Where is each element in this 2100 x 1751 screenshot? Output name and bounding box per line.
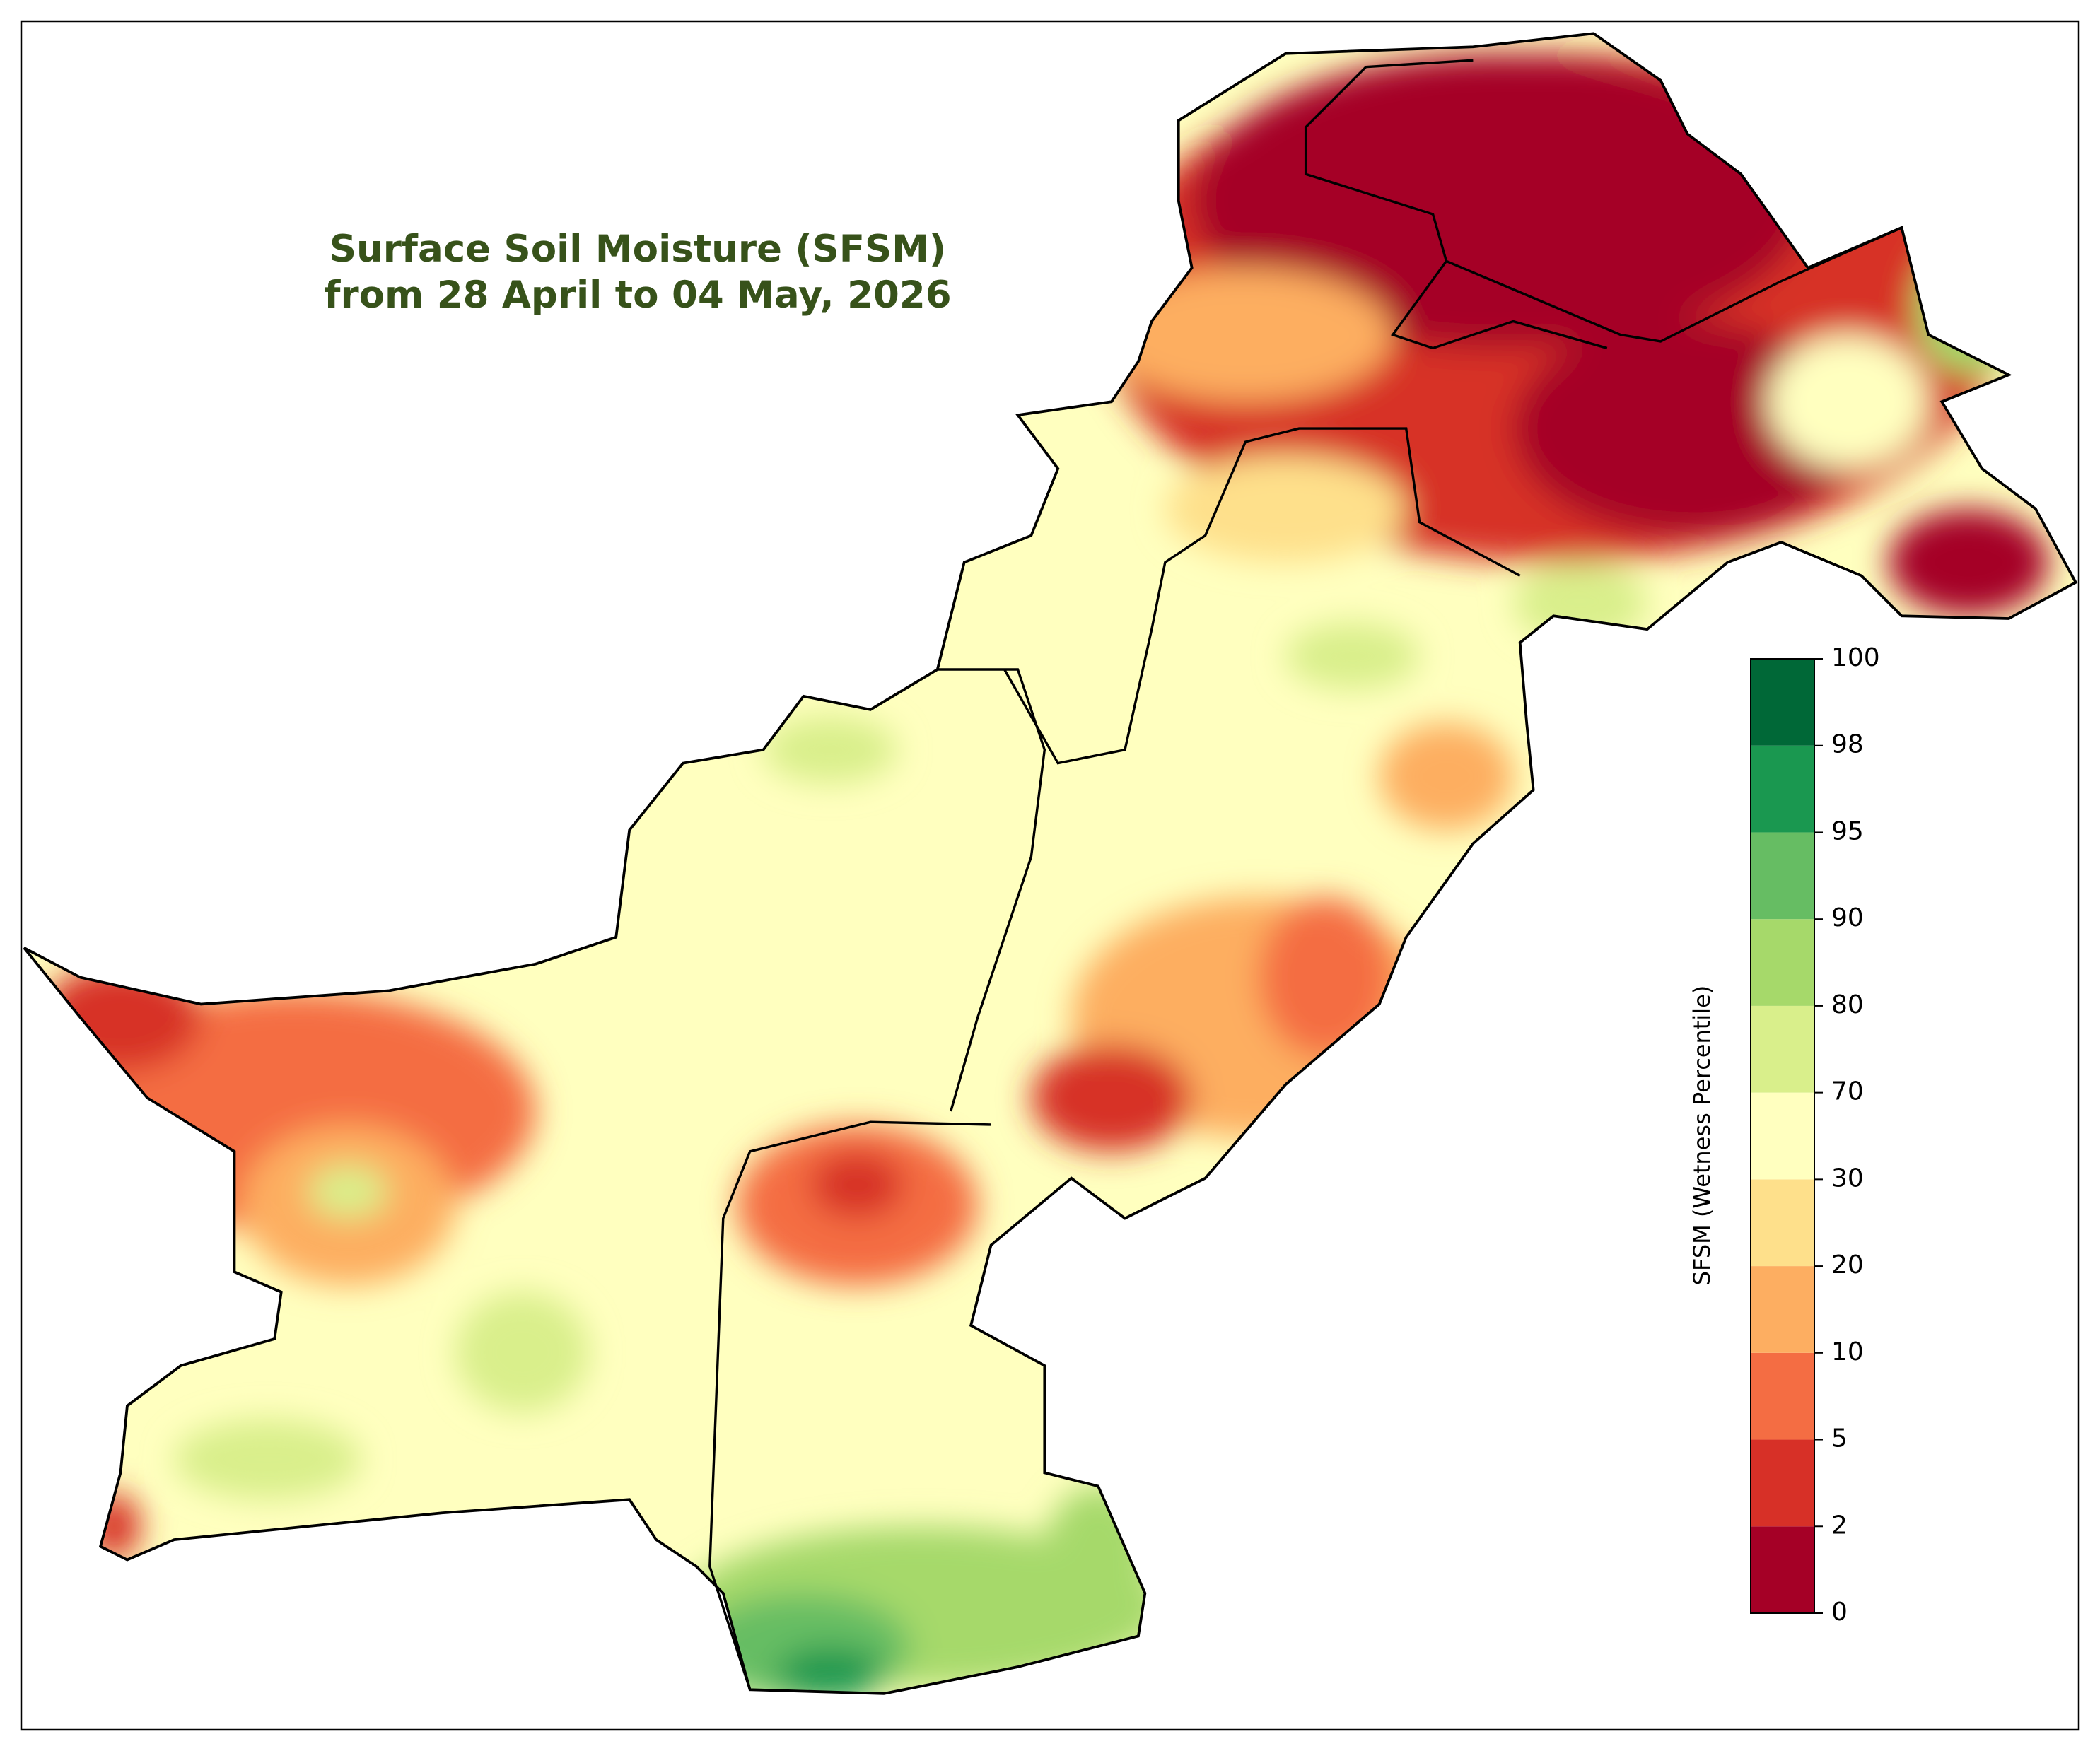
colorbar-segment [1751,1179,1814,1267]
colorbar-segment [1751,832,1814,920]
colorbar-tick-label: 80 [1831,990,1864,1019]
colorbar-tick-label: 10 [1831,1337,1864,1366]
colorbar-tick-label: 5 [1831,1424,1848,1453]
colorbar-tick-label: 0 [1831,1598,1848,1627]
title-line-2: from 28 April to 04 May, 2026 [324,274,951,317]
colorbar-label: SFSM (Wetness Percentile) [1688,985,1715,1286]
colorbar-segment [1751,1266,1814,1353]
title-line-1: Surface Soil Moisture (SFSM) [329,228,946,271]
colorbar-segment [1751,1352,1814,1440]
colorbar-tick-label: 98 [1831,730,1864,759]
colorbar-tick-label: 70 [1831,1077,1864,1106]
colorbar-outline [1750,658,1815,1614]
colorbar-segment [1751,919,1814,1006]
colorbar-tick-label: 100 [1831,643,1880,672]
colorbar: 0 2 5 10 20 30 70 80 90 95 98 100 [1750,643,1880,1627]
frame [20,20,2080,1731]
colorbar-segment [1751,659,1814,746]
colorbar-tick-label: 95 [1831,816,1864,845]
colorbar-segment [1751,1092,1814,1180]
colorbar-segment [1751,745,1814,833]
colorbar-segment [1751,1439,1814,1527]
colorbar-tick-label: 30 [1831,1164,1864,1193]
province-boundaries [708,59,1903,1690]
colorbar-tick-label: 20 [1831,1251,1864,1279]
colorbar-tick-label: 2 [1831,1511,1848,1540]
colorbar-tick-label: 90 [1831,903,1864,932]
colorbar-segment [1751,1005,1814,1093]
colorbar-segment [1751,1526,1814,1613]
